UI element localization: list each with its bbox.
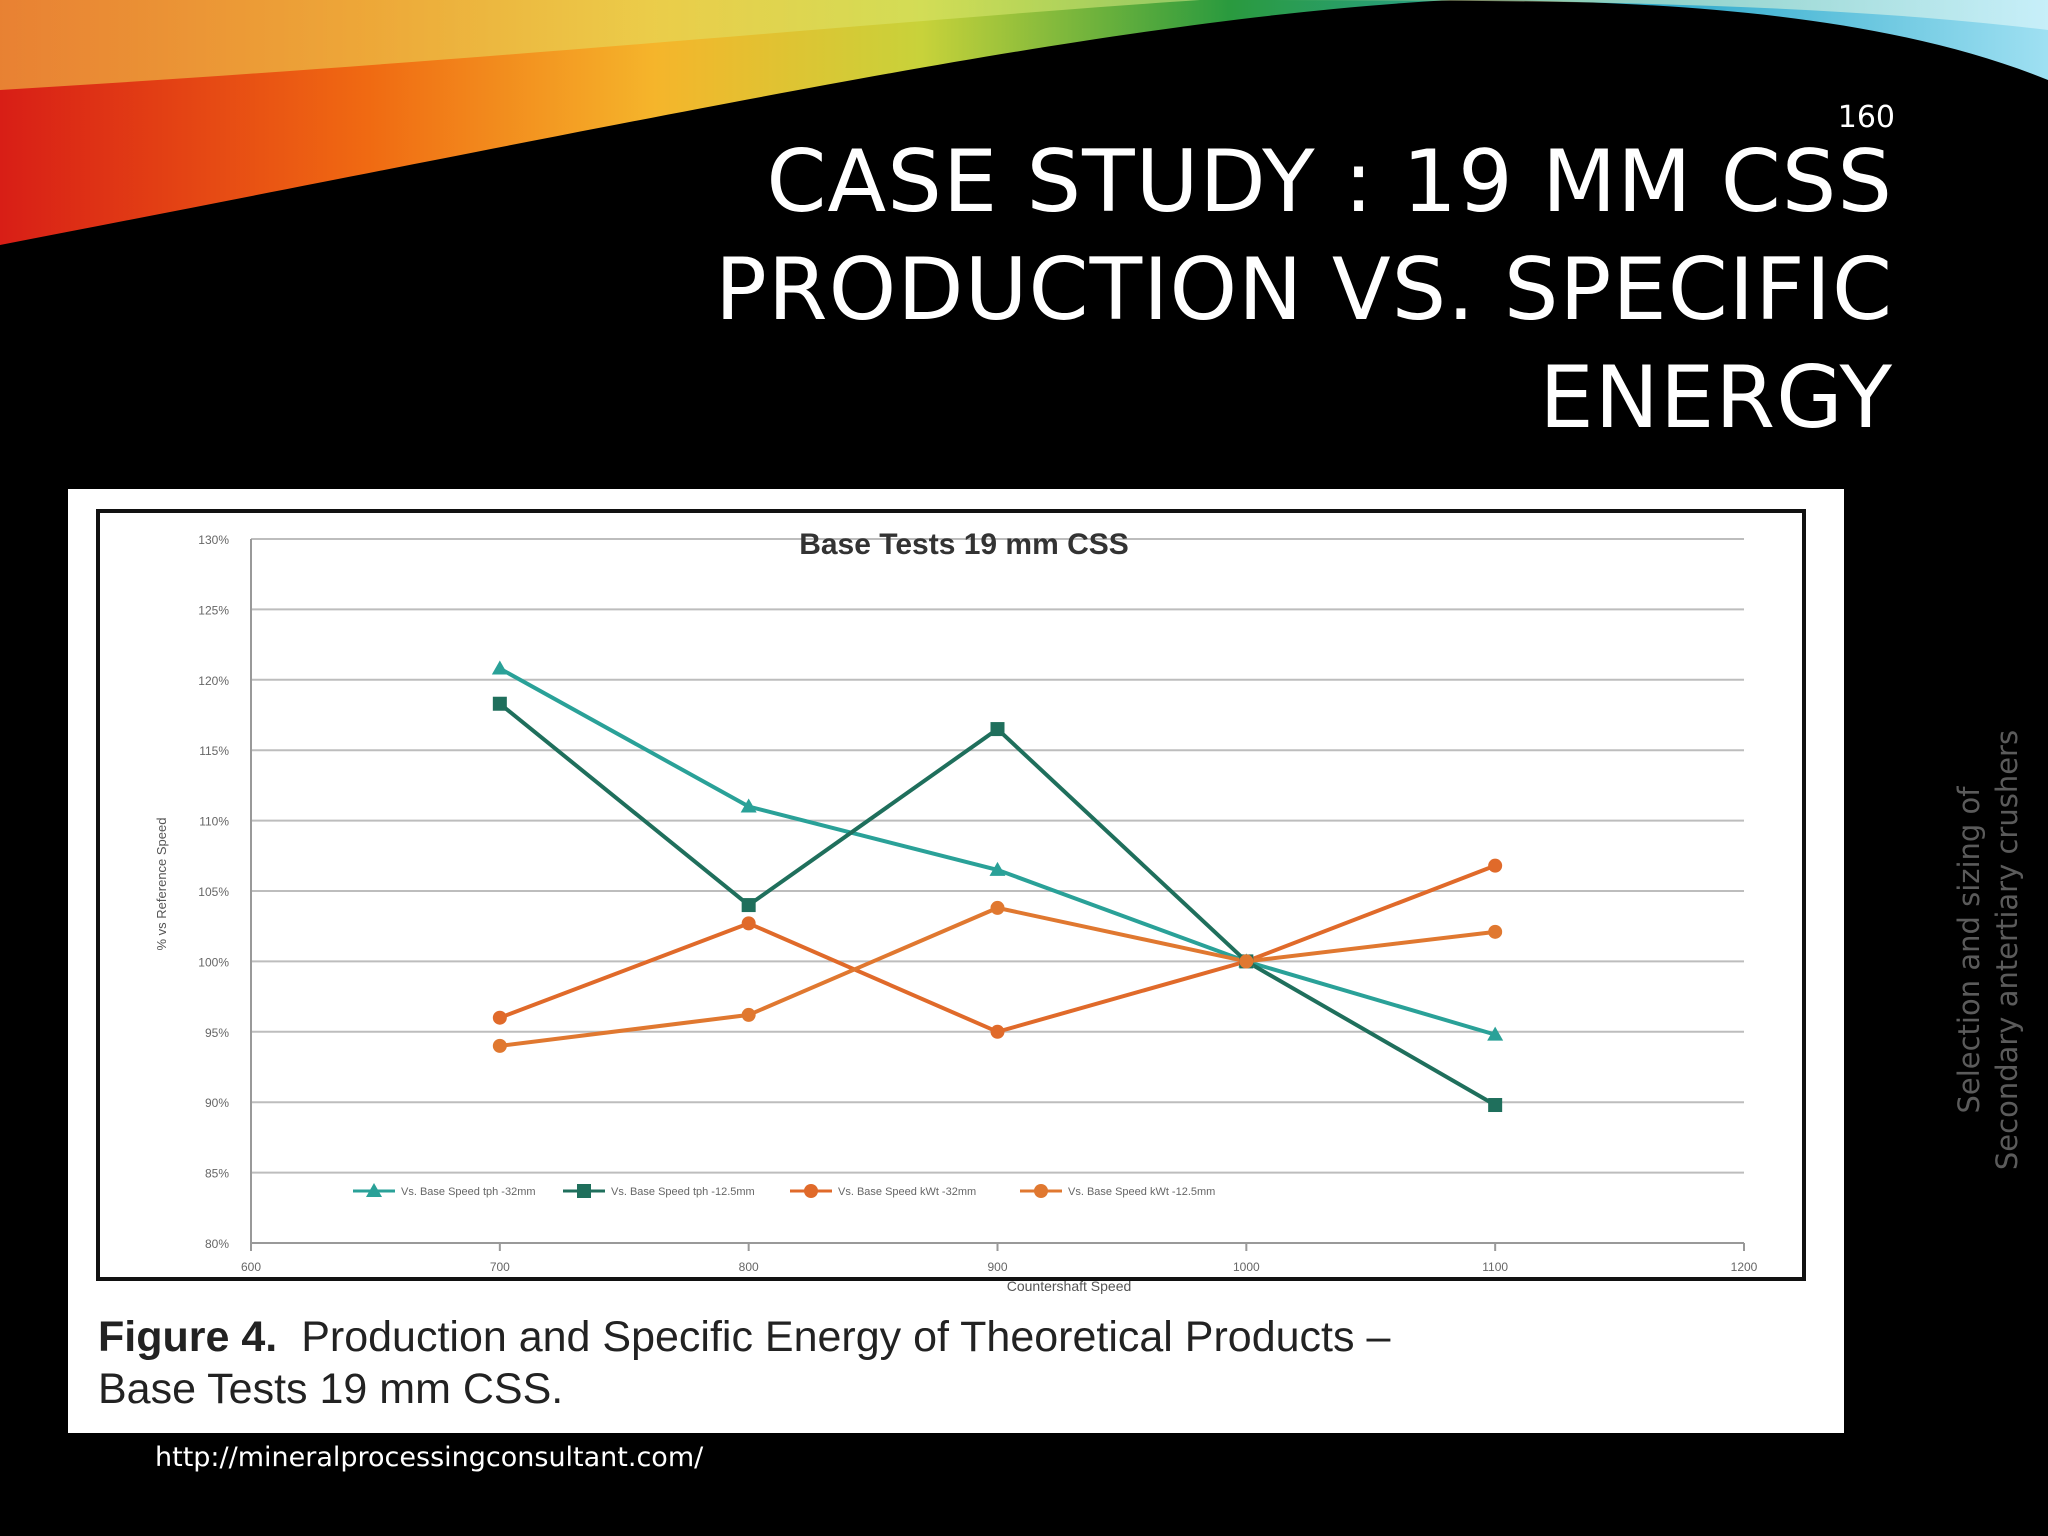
data-point-square xyxy=(577,1184,591,1198)
y-tick-label: 90% xyxy=(205,1096,229,1110)
title-line: ENERGY xyxy=(1539,348,1893,448)
data-point-triangle xyxy=(1487,1026,1504,1041)
y-tick-label: 100% xyxy=(198,955,229,969)
side-note-line: Selection and sizing of xyxy=(1952,786,1986,1114)
side-note-line: Secondary antertiary crushers xyxy=(1990,729,2024,1171)
header-swoosh xyxy=(0,0,2048,245)
legend-label: Vs. Base Speed tph -32mm xyxy=(401,1186,536,1198)
y-tick-label: 95% xyxy=(205,1026,229,1040)
x-tick-label: 900 xyxy=(987,1260,1007,1274)
legend-label: Vs. Base Speed tph -12.5mm xyxy=(611,1186,755,1198)
line-chart: 80% 85% 90% 95% 100% 105% 110% 115% 120% 125% 130%… xyxy=(96,509,1806,1294)
data-point-triangle xyxy=(366,1183,382,1197)
y-tick-label: 115% xyxy=(199,744,229,758)
y-tick-label: 85% xyxy=(205,1167,229,1181)
slide-number: 160 xyxy=(1837,100,1895,135)
data-point-circle xyxy=(1488,924,1503,939)
data-point-circle xyxy=(804,1184,818,1198)
data-point-triangle xyxy=(740,798,757,813)
data-point-circle xyxy=(741,1007,756,1022)
data-point-square xyxy=(1488,1098,1503,1113)
x-tick-label: 1200 xyxy=(1731,1260,1758,1274)
data-point-triangle xyxy=(491,660,508,675)
data-point-circle xyxy=(1034,1184,1048,1198)
data-point-square xyxy=(990,722,1005,737)
x-tick-label: 700 xyxy=(490,1260,510,1274)
y-axis-label: % vs Reference Speed xyxy=(154,818,169,951)
figure-caption: Figure 4. Production and Specific Energy… xyxy=(98,1311,1814,1415)
title-line: CASE STUDY : 19 MM CSS xyxy=(766,132,1893,232)
y-tick-label: 130% xyxy=(198,533,229,547)
data-point-square xyxy=(741,898,756,913)
data-point-circle xyxy=(492,1010,507,1025)
data-point-circle xyxy=(1239,954,1254,969)
data-point-circle xyxy=(741,916,756,931)
source-link[interactable]: http://mineralprocessingconsultant.com/ xyxy=(155,1442,704,1473)
y-tick-label: 110% xyxy=(199,815,229,829)
caption-text: Production and Specific Energy of Theore… xyxy=(301,1313,1391,1361)
legend-label: Vs. Base Speed kWt -12.5mm xyxy=(1068,1186,1215,1198)
title-line: PRODUCTION VS. SPECIFIC xyxy=(715,240,1893,340)
x-tick-label: 800 xyxy=(739,1260,759,1274)
data-point-square xyxy=(492,696,507,711)
header-swoosh-highlight xyxy=(0,0,2048,90)
chart-frame xyxy=(96,509,1806,1281)
y-tick-label: 80% xyxy=(205,1237,229,1251)
y-tick-label: 125% xyxy=(198,603,229,617)
slide-title: CASE STUDY : 19 MM CSS PRODUCTION VS. SP… xyxy=(560,128,1893,452)
caption-label: Figure 4. xyxy=(98,1313,278,1361)
chart-title: Base Tests 19 mm CSS xyxy=(799,528,1129,561)
x-tick-label: 600 xyxy=(241,1260,261,1274)
caption-text-line2: Base Tests 19 mm CSS. xyxy=(98,1365,564,1413)
y-tick-label: 105% xyxy=(198,885,229,899)
figure-image: 80% 85% 90% 95% 100% 105% 110% 115% 120% 125% 130%… xyxy=(68,489,1844,1433)
side-note: Selection and sizing of Secondary antert… xyxy=(1950,710,2026,1190)
data-point-circle xyxy=(990,900,1005,915)
x-axis-label: Countershaft Speed xyxy=(1007,1278,1132,1294)
data-point-triangle xyxy=(989,861,1006,876)
data-point-circle xyxy=(990,1024,1005,1039)
y-tick-label: 120% xyxy=(198,674,229,688)
data-point-circle xyxy=(1488,858,1503,873)
data-point-circle xyxy=(492,1038,507,1053)
x-tick-label: 1000 xyxy=(1233,1260,1260,1274)
legend-label: Vs. Base Speed kWt -32mm xyxy=(838,1186,976,1198)
x-tick-label: 1100 xyxy=(1482,1260,1508,1274)
